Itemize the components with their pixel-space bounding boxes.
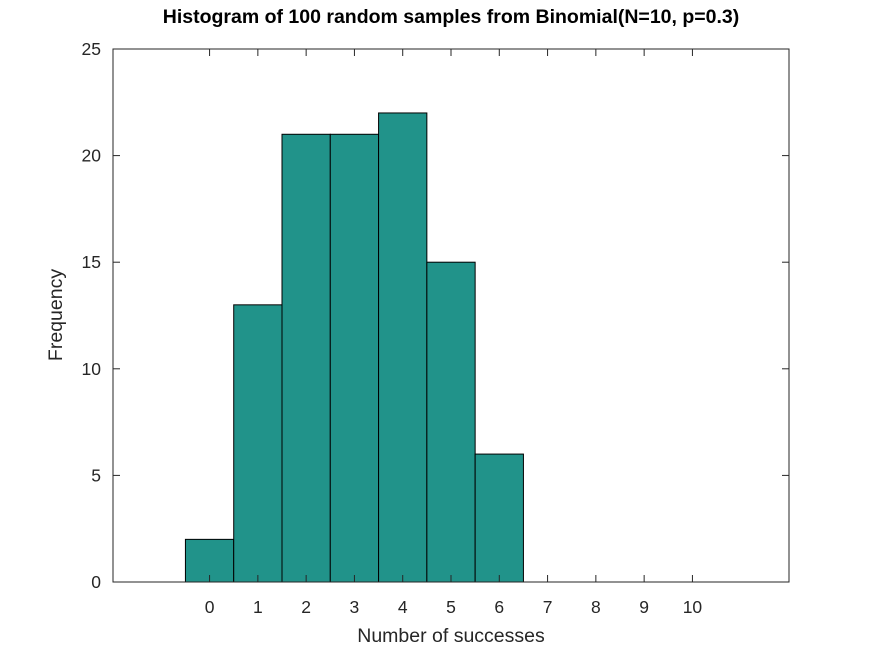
x-tick-label-5: 5 (446, 597, 456, 617)
x-tick-label-2: 2 (301, 597, 311, 617)
bar-0 (184, 538, 235, 583)
y-tick-label-25: 25 (82, 39, 101, 59)
bar-4 (378, 112, 428, 583)
y-tick-label-20: 20 (82, 146, 102, 166)
x-tick-label-8: 8 (591, 597, 601, 617)
x-tick-label-3: 3 (350, 597, 360, 617)
bar-5 (426, 261, 476, 583)
bars-group (184, 112, 524, 583)
bar-3 (329, 133, 380, 583)
y-tick-label-5: 5 (91, 465, 101, 485)
y-axis-ticks: 0 5 10 15 20 25 (82, 39, 789, 592)
y-tick-label-15: 15 (82, 252, 101, 272)
bar-2 (281, 133, 331, 583)
x-axis-label: Number of successes (357, 625, 545, 647)
chart-title: Histogram of 100 random samples from Bin… (163, 6, 740, 28)
x-tick-label-1: 1 (253, 597, 263, 617)
x-tick-label-4: 4 (398, 597, 408, 617)
x-tick-label-6: 6 (494, 597, 504, 617)
y-tick-label-0: 0 (91, 572, 101, 592)
bar-6 (474, 453, 524, 583)
x-tick-label-9: 9 (639, 597, 649, 617)
x-tick-label-10: 10 (683, 597, 703, 617)
x-tick-label-0: 0 (205, 597, 215, 617)
y-tick-label-10: 10 (82, 359, 102, 379)
y-axis-label: Frequency (45, 269, 67, 361)
x-axis-ticks: 0 1 2 3 4 5 6 7 8 9 10 (205, 49, 703, 617)
bar-1 (233, 304, 283, 583)
x-tick-label-7: 7 (543, 597, 553, 617)
